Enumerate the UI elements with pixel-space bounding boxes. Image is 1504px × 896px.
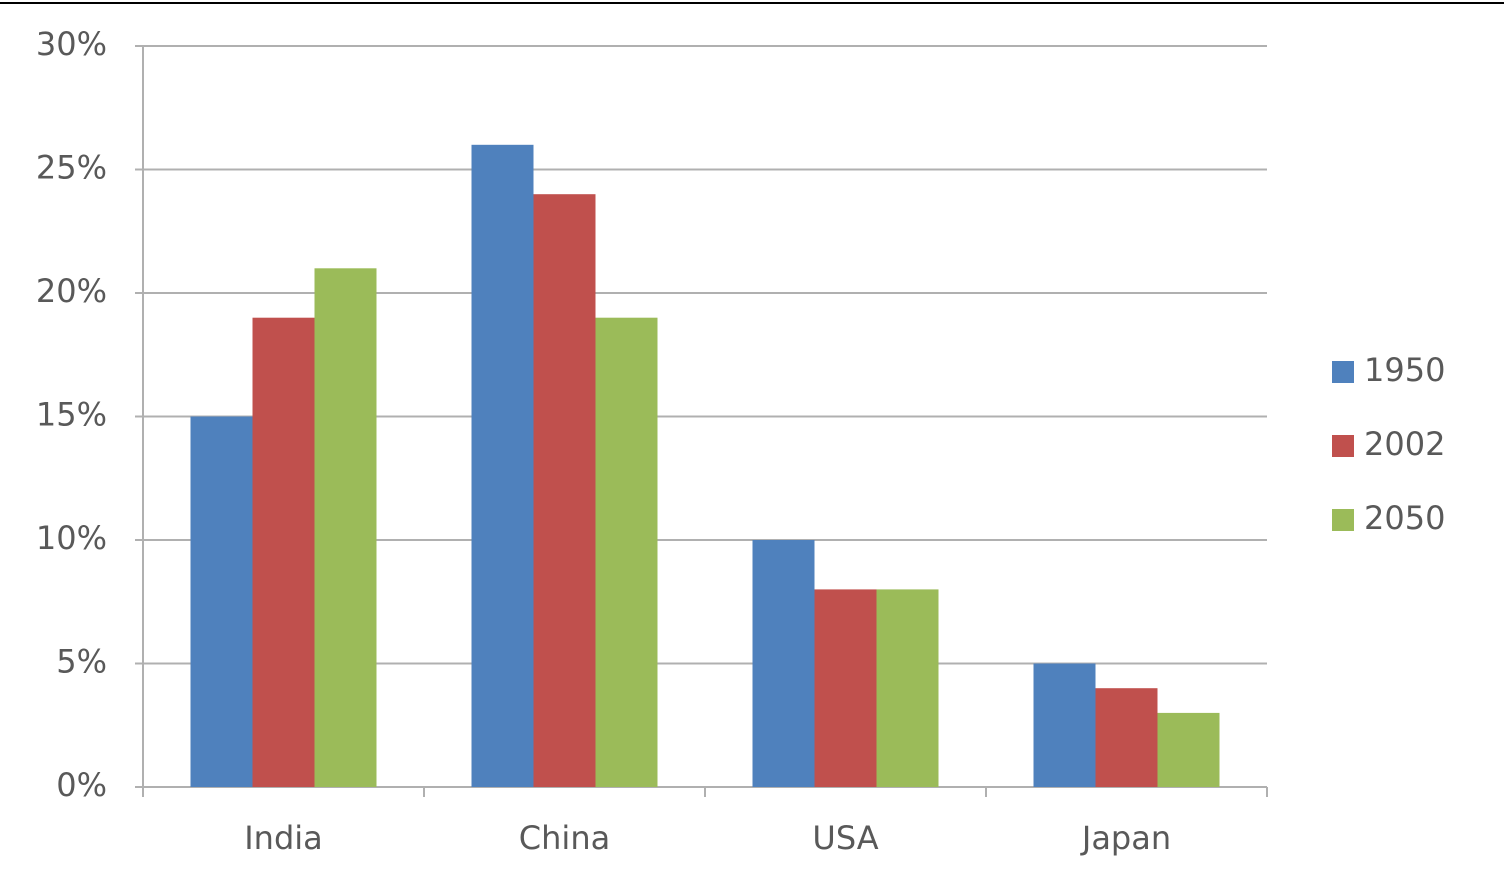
legend-swatch [1332,361,1354,383]
y-tick-label: 30% [36,25,107,63]
y-tick-label: 25% [36,149,107,187]
y-tick-label: 0% [56,766,107,804]
bar [1157,712,1220,787]
y-tick-label: 20% [36,272,107,310]
bar [190,416,253,787]
y-tick-label: 10% [36,519,107,557]
bar [1033,663,1096,787]
bar [595,317,658,787]
bar [752,540,815,787]
bar [314,268,377,787]
x-tick-label: India [244,819,323,857]
x-tick-label: Japan [1080,819,1171,857]
bar [471,144,534,788]
legend-label: 2002 [1364,425,1445,463]
legend-swatch [1332,435,1354,457]
legend-label: 1950 [1364,351,1445,389]
x-tick-label: China [519,819,610,857]
x-tick-label: USA [812,819,878,857]
bar [533,194,596,787]
legend-swatch [1332,509,1354,531]
y-tick-label: 15% [36,396,107,434]
bar [876,589,939,787]
bar [252,317,315,787]
y-tick-label: 5% [56,643,107,681]
bar [814,589,877,787]
legend-label: 2050 [1364,499,1445,537]
bar [1095,688,1158,787]
